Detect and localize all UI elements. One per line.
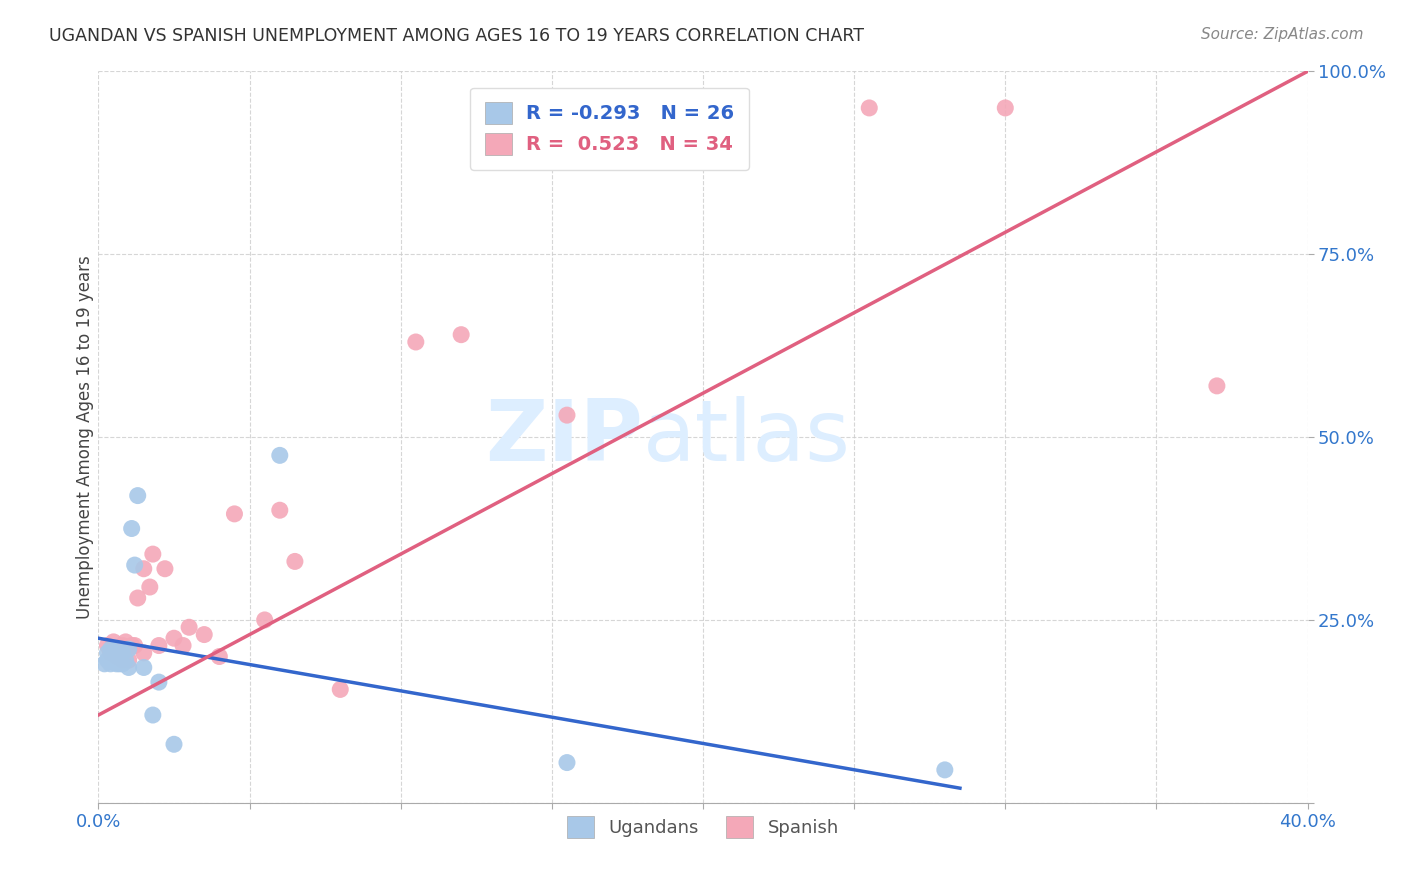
Point	[269, 503, 291, 517]
Point	[103, 646, 125, 660]
Point	[111, 657, 134, 671]
Point	[96, 646, 118, 660]
Point	[124, 558, 146, 573]
Point	[105, 642, 128, 657]
Point	[108, 642, 131, 657]
Point	[108, 653, 131, 667]
Text: Source: ZipAtlas.com: Source: ZipAtlas.com	[1201, 27, 1364, 42]
Text: UGANDAN VS SPANISH UNEMPLOYMENT AMONG AGES 16 TO 19 YEARS CORRELATION CHART: UGANDAN VS SPANISH UNEMPLOYMENT AMONG AG…	[49, 27, 865, 45]
Point	[284, 554, 307, 568]
Point	[132, 562, 155, 576]
Point	[111, 646, 134, 660]
Y-axis label: Unemployment Among Ages 16 to 19 years: Unemployment Among Ages 16 to 19 years	[76, 255, 94, 619]
Point	[858, 101, 880, 115]
Point	[121, 639, 143, 653]
Point	[1206, 379, 1229, 393]
Point	[103, 653, 125, 667]
Point	[118, 653, 141, 667]
Point	[124, 639, 146, 653]
Point	[555, 408, 578, 422]
Point	[118, 660, 141, 674]
Point	[934, 763, 956, 777]
Point	[179, 620, 201, 634]
Point	[139, 580, 162, 594]
Point	[132, 646, 155, 660]
Point	[193, 627, 215, 641]
Point	[142, 547, 165, 561]
Point	[114, 635, 136, 649]
Point	[224, 507, 246, 521]
Point	[96, 639, 118, 653]
Point	[105, 657, 128, 671]
Point	[114, 653, 136, 667]
Point	[329, 682, 352, 697]
Point	[555, 756, 578, 770]
Point	[111, 653, 134, 667]
Point	[172, 639, 194, 653]
Point	[142, 708, 165, 723]
Point	[100, 646, 122, 660]
Point	[163, 632, 186, 646]
Point	[127, 591, 149, 605]
Point	[93, 657, 115, 671]
Point	[111, 639, 134, 653]
Text: atlas: atlas	[643, 395, 851, 479]
Point	[118, 642, 141, 657]
Point	[253, 613, 276, 627]
Text: ZIP: ZIP	[485, 395, 643, 479]
Point	[208, 649, 231, 664]
Point	[269, 448, 291, 462]
Point	[100, 642, 122, 657]
Point	[103, 635, 125, 649]
Point	[450, 327, 472, 342]
Point	[153, 562, 176, 576]
Point	[127, 489, 149, 503]
Point	[148, 675, 170, 690]
Point	[108, 657, 131, 671]
Point	[132, 660, 155, 674]
Point	[105, 649, 128, 664]
Point	[405, 334, 427, 349]
Point	[121, 521, 143, 535]
Point	[994, 101, 1017, 115]
Point	[148, 639, 170, 653]
Point	[100, 657, 122, 671]
Point	[163, 737, 186, 751]
Point	[96, 653, 118, 667]
Legend: Ugandans, Spanish: Ugandans, Spanish	[560, 808, 846, 845]
